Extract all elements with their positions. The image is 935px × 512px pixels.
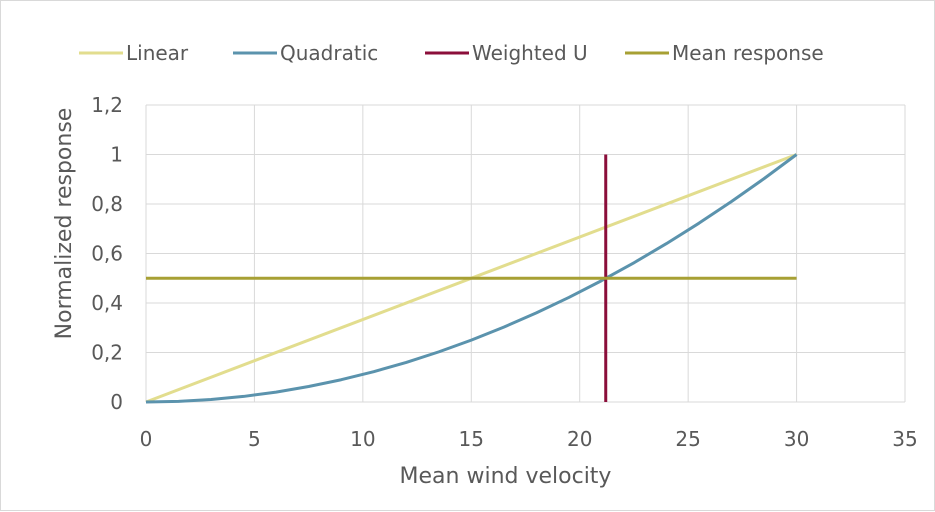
x-tick-label: 25 — [675, 427, 700, 451]
grid — [145, 104, 906, 403]
x-tick-label: 10 — [350, 427, 375, 451]
x-tick-label: 15 — [459, 427, 484, 451]
y-tick-label: 0,4 — [91, 291, 123, 315]
y-tick-label: 0,6 — [91, 242, 123, 266]
y-tick-label: 0,8 — [91, 192, 123, 216]
y-tick-labels: 0 0,2 0,4 0,6 0,8 1 1,2 — [91, 93, 123, 414]
legend-item: Mean response — [625, 41, 824, 65]
legend-label: Weighted U — [472, 41, 588, 65]
legend-item: Linear — [79, 41, 189, 65]
y-tick-label: 0,2 — [91, 341, 123, 365]
legend: Linear Quadratic Weighted U Mean response — [79, 41, 824, 65]
legend-item: Weighted U — [425, 41, 588, 65]
y-tick-label: 1 — [110, 143, 123, 167]
series-line-quadratic — [145, 153, 798, 404]
legend-item: Quadratic — [233, 41, 378, 65]
y-axis-title: Normalized response — [52, 108, 77, 340]
x-tick-label: 5 — [248, 427, 261, 451]
legend-label: Linear — [126, 41, 189, 65]
x-tick-label: 35 — [892, 427, 917, 451]
series-layer — [145, 153, 798, 404]
y-tick-label: 1,2 — [91, 93, 123, 117]
y-tick-label: 0 — [110, 390, 123, 414]
x-tick-labels: 0 5 10 15 20 25 30 35 — [140, 427, 918, 451]
x-axis-title: Mean wind velocity — [400, 464, 612, 489]
x-tick-label: 20 — [567, 427, 592, 451]
x-tick-label: 30 — [784, 427, 809, 451]
legend-label: Quadratic — [280, 41, 378, 65]
x-tick-label: 0 — [140, 427, 153, 451]
legend-label: Mean response — [672, 41, 824, 65]
